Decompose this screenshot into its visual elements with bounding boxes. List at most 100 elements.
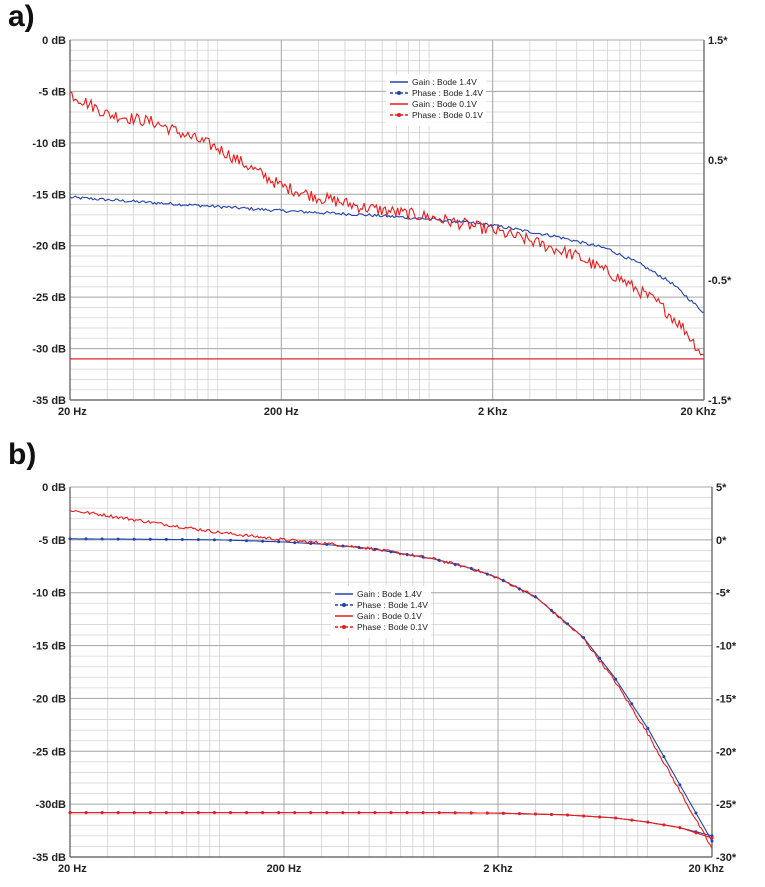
legend-label: Phase : Bode 1.4V xyxy=(412,88,483,98)
legend-label: Gain : Bode 1.4V xyxy=(412,77,477,87)
series-marker xyxy=(646,726,650,730)
series-marker xyxy=(550,812,553,816)
series-marker xyxy=(662,823,666,827)
series-marker xyxy=(710,839,714,843)
series-marker xyxy=(212,538,216,542)
legend-label: Gain : Bode 1.4V xyxy=(357,589,422,599)
y-tick-label: -25 dB xyxy=(32,292,66,304)
series-marker xyxy=(389,811,393,815)
y-tick-label: -15 dB xyxy=(32,189,66,201)
y2-tick-label: 1.5* xyxy=(708,35,728,47)
y2-tick-label: 0.5* xyxy=(708,155,728,167)
y-tick-label: -35 dB xyxy=(32,395,66,407)
series-marker xyxy=(373,811,377,815)
series-marker xyxy=(710,834,714,838)
series-marker xyxy=(325,543,329,547)
panel-label-a: a) xyxy=(8,0,35,33)
series-marker xyxy=(598,815,602,819)
series-marker xyxy=(405,553,409,557)
series-marker xyxy=(582,636,586,640)
y-tick-label: -30dB xyxy=(35,799,66,811)
series-marker xyxy=(517,587,521,591)
legend-marker xyxy=(397,113,401,117)
legend-marker xyxy=(342,603,346,607)
series-marker xyxy=(68,537,72,541)
series-marker xyxy=(261,539,265,543)
series-marker xyxy=(116,537,120,541)
series-marker xyxy=(132,537,136,541)
y2-tick-label: -15* xyxy=(716,693,737,705)
chart-panel-0: 0 dB -5 dB -10 dB -15 dB -20 dB -25 dB -30 dB -… xyxy=(32,35,732,418)
series-marker xyxy=(566,622,570,626)
series-marker xyxy=(229,538,232,542)
series-line xyxy=(69,91,705,356)
series-marker xyxy=(437,558,441,562)
series-marker xyxy=(485,572,489,576)
series-marker xyxy=(517,812,521,816)
series-marker xyxy=(196,811,200,815)
series-marker xyxy=(614,816,618,820)
series-marker xyxy=(485,811,489,815)
series-marker xyxy=(453,562,457,566)
series-marker xyxy=(164,811,168,815)
series-marker xyxy=(116,811,120,815)
series-marker xyxy=(84,811,88,815)
x-tick-label: 200 Hz xyxy=(264,406,299,418)
series-marker xyxy=(245,811,249,815)
y-tick-label: -15 dB xyxy=(32,641,66,653)
series-line xyxy=(69,195,705,313)
x-tick-label: 20 Khz xyxy=(689,863,725,875)
series-marker xyxy=(164,537,168,541)
x-tick-label: 200 Hz xyxy=(267,863,302,875)
series-marker xyxy=(357,545,361,549)
y2-tick-label: -25* xyxy=(716,799,737,811)
x-tick-label: 20 Hz xyxy=(58,863,87,875)
series-marker xyxy=(341,544,345,548)
series-marker xyxy=(325,811,329,815)
series-marker xyxy=(533,595,537,599)
series-marker xyxy=(229,811,232,815)
series-marker xyxy=(341,811,345,815)
legend-label: Phase : Bode 0.1V xyxy=(412,110,483,120)
panel-label-b: b) xyxy=(8,438,37,471)
y2-tick-label: 0* xyxy=(716,535,727,547)
x-tick-label: 20 Hz xyxy=(58,406,87,418)
series-marker xyxy=(566,813,570,817)
series-marker xyxy=(550,608,553,612)
y-tick-label: -10 dB xyxy=(32,138,66,150)
series-marker xyxy=(614,677,618,681)
series-marker xyxy=(598,656,602,660)
legend-marker xyxy=(397,91,401,95)
y-tick-label: -5 dB xyxy=(39,535,67,547)
series-marker xyxy=(100,537,104,541)
series-marker xyxy=(309,811,313,815)
series-marker xyxy=(582,814,586,818)
y-tick-label: -10 dB xyxy=(32,588,66,600)
series-marker xyxy=(196,538,200,542)
series-marker xyxy=(100,811,104,815)
series-marker xyxy=(453,811,457,815)
series-marker xyxy=(469,566,473,570)
series-marker xyxy=(180,811,184,815)
y2-tick-label: -20* xyxy=(716,746,737,758)
plot-area xyxy=(70,487,712,857)
series-marker xyxy=(662,755,666,759)
series-marker xyxy=(694,831,698,835)
y-tick-label: -35 dB xyxy=(32,852,66,864)
series-marker xyxy=(293,811,297,815)
series-marker xyxy=(678,826,682,830)
legend-label: Phase : Bode 1.4V xyxy=(357,600,428,610)
series-marker xyxy=(180,538,184,542)
series-marker xyxy=(469,811,473,815)
series-marker xyxy=(678,783,682,787)
series-marker xyxy=(84,537,88,541)
series-marker xyxy=(212,811,216,815)
x-tick-label: 2 Khz xyxy=(483,863,513,875)
series-marker xyxy=(293,541,297,545)
series-marker xyxy=(148,811,152,815)
series-marker xyxy=(277,811,281,815)
y-tick-label: 0 dB xyxy=(42,482,66,494)
